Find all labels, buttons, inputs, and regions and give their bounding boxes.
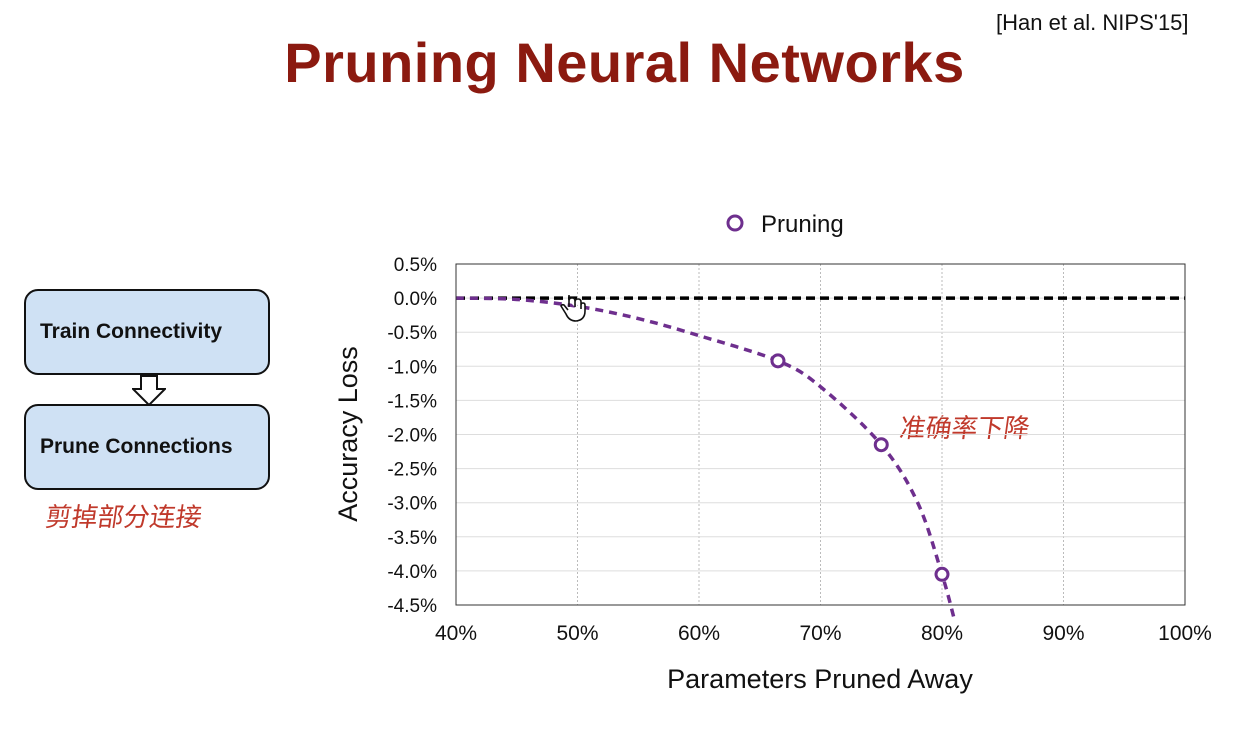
legend-marker <box>726 214 744 232</box>
chart-grid <box>456 264 1185 605</box>
x-tick-label: 90% <box>1042 622 1084 645</box>
y-tick-label: 0.0% <box>394 289 437 310</box>
flow-arrow-down-icon <box>132 375 166 407</box>
y-tick-label: -2.5% <box>387 460 437 481</box>
legend-label: Pruning <box>761 211 844 238</box>
citation: [Han et al. NIPS'15] <box>996 10 1189 35</box>
chart-legend: Pruning <box>726 211 844 238</box>
hand-cursor-icon <box>560 295 586 322</box>
pruning-point <box>873 437 889 453</box>
x-tick-label: 50% <box>556 622 598 645</box>
flow-step-prune-label: Prune Connections <box>40 435 233 458</box>
x-tick-label: 80% <box>921 622 963 645</box>
y-tick-label: -2.0% <box>387 426 437 447</box>
flow-step-train: Train Connectivity <box>24 289 270 375</box>
y-tick-label: -4.5% <box>387 596 437 617</box>
x-tick-label: 60% <box>678 622 720 645</box>
x-tick-label: 70% <box>799 622 841 645</box>
flow-step-prune: Prune Connections <box>24 404 270 490</box>
pruning-point <box>770 353 786 369</box>
x-axis-label: Parameters Pruned Away <box>667 664 973 694</box>
x-tick-label: 40% <box>435 622 477 645</box>
plot-frame <box>455 263 1186 606</box>
y-tick-label: -3.0% <box>387 494 437 515</box>
y-tick-label: -0.5% <box>387 323 437 344</box>
page-title: Pruning Neural Networks <box>284 31 965 94</box>
pruning-curve <box>455 296 956 620</box>
y-tick-label: 0.5% <box>394 255 437 276</box>
chart-tick-labels: 40% 50% 60% 70% 80% 90% 100% 0.5% 0.0% -0.5% -1.0%… <box>387 255 1212 645</box>
y-tick-label: -1.5% <box>387 391 437 412</box>
y-axis-label: Accuracy Loss <box>333 346 363 522</box>
y-tick-label: -4.0% <box>387 562 437 583</box>
flow-step-train-label: Train Connectivity <box>40 320 223 343</box>
pruning-point <box>934 566 950 582</box>
y-tick-label: -3.5% <box>387 528 437 549</box>
y-tick-label: -1.0% <box>387 357 437 378</box>
chart-series <box>455 296 1185 620</box>
x-tick-label: 100% <box>1158 622 1212 645</box>
